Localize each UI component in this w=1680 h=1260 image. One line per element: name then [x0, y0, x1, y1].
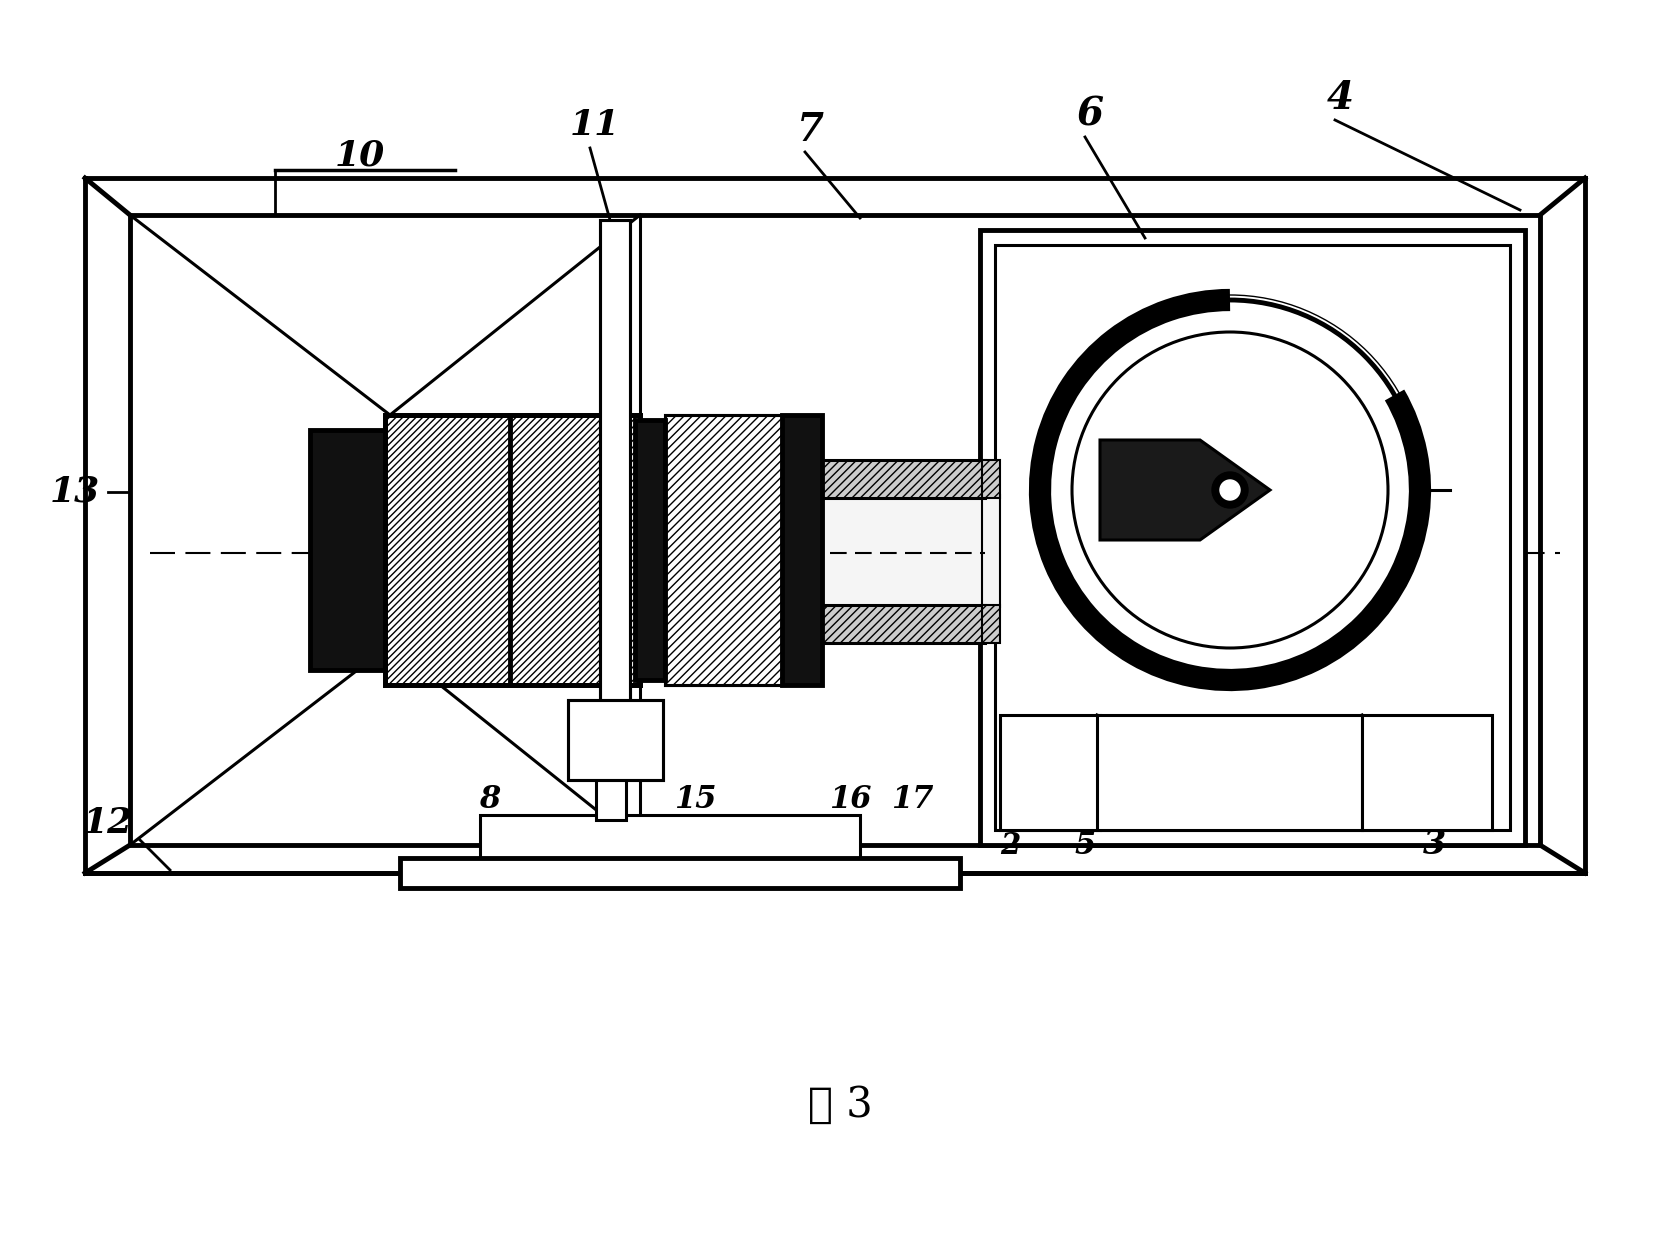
Text: 5: 5	[1074, 829, 1095, 861]
Text: 12: 12	[82, 806, 133, 840]
Bar	[781, 415, 822, 685]
Bar	[665, 415, 785, 685]
Bar	[979, 231, 1524, 845]
Bar	[480, 815, 860, 861]
Text: 2: 2	[1000, 830, 1020, 859]
Text: 4: 4	[1326, 79, 1352, 117]
Polygon shape	[1099, 440, 1270, 541]
Bar	[509, 415, 640, 685]
Bar	[309, 430, 390, 670]
Circle shape	[1211, 472, 1247, 508]
Bar	[568, 701, 662, 780]
Bar	[600, 220, 630, 709]
Bar	[820, 495, 984, 607]
Text: 6: 6	[1075, 96, 1102, 134]
Text: 3: 3	[1423, 829, 1446, 862]
Bar	[635, 420, 665, 680]
Bar	[820, 605, 984, 643]
Bar	[400, 858, 959, 888]
Bar	[385, 415, 514, 685]
Text: 图 3: 图 3	[806, 1084, 872, 1126]
Bar	[981, 605, 1000, 643]
Bar	[600, 220, 630, 709]
Text: 17: 17	[890, 785, 932, 815]
Text: 15: 15	[674, 785, 716, 815]
Text: 16: 16	[828, 785, 870, 815]
Bar	[995, 244, 1509, 830]
Bar	[1097, 714, 1361, 830]
Bar	[129, 215, 1539, 845]
Bar	[981, 460, 1000, 498]
Bar	[385, 415, 640, 685]
Bar	[665, 415, 785, 685]
Circle shape	[1035, 295, 1425, 685]
Text: 8: 8	[479, 785, 501, 815]
Bar	[1361, 714, 1492, 830]
Bar	[596, 775, 625, 820]
Bar	[981, 495, 1000, 607]
Bar	[820, 460, 984, 498]
Circle shape	[1220, 480, 1240, 500]
Text: 13: 13	[50, 475, 101, 509]
Text: 10: 10	[334, 139, 385, 173]
Bar	[1000, 714, 1099, 830]
Text: 11: 11	[570, 108, 620, 142]
Circle shape	[1072, 331, 1388, 648]
Text: 7: 7	[796, 111, 823, 149]
Bar	[568, 701, 662, 780]
